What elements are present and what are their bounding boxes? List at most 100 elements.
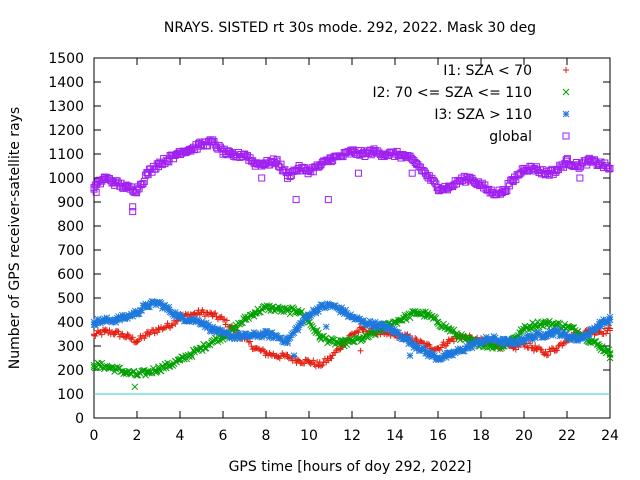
outlier-point xyxy=(131,383,139,391)
data-point xyxy=(337,340,345,347)
data-point xyxy=(438,344,445,351)
x-tick-label: 24 xyxy=(601,428,619,444)
y-tick-label: 0 xyxy=(75,411,84,427)
data-point xyxy=(574,162,582,170)
data-point xyxy=(251,309,259,316)
data-point xyxy=(248,343,255,350)
data-point xyxy=(172,320,179,327)
series-0 xyxy=(91,307,613,370)
data-point xyxy=(305,167,313,175)
data-point xyxy=(262,304,270,311)
data-point xyxy=(101,317,109,325)
data-point xyxy=(509,340,517,347)
data-point xyxy=(592,327,600,334)
data-point xyxy=(477,181,485,189)
data-point xyxy=(477,337,485,345)
data-point xyxy=(396,316,404,324)
y-tick-label: 400 xyxy=(57,315,84,331)
data-point xyxy=(109,364,117,372)
x-tick-label: 8 xyxy=(262,428,271,444)
data-point xyxy=(413,309,420,316)
data-point xyxy=(380,323,388,331)
data-point xyxy=(542,330,549,338)
data-point xyxy=(301,360,308,367)
data-point xyxy=(348,313,356,321)
data-point xyxy=(432,314,440,322)
data-point xyxy=(219,330,227,338)
x-tick-label: 2 xyxy=(133,428,142,444)
data-point xyxy=(176,313,184,321)
data-point xyxy=(552,328,560,335)
y-tick-label: 600 xyxy=(57,267,84,283)
outlier-point xyxy=(406,352,414,359)
data-point xyxy=(112,365,119,373)
data-point xyxy=(520,325,528,333)
data-point xyxy=(90,184,98,192)
data-point xyxy=(359,326,366,333)
data-point xyxy=(401,311,409,319)
data-point xyxy=(163,324,170,331)
y-tick-label: 700 xyxy=(57,243,84,259)
data-point xyxy=(402,152,410,160)
y-tick-label: 900 xyxy=(57,195,84,211)
data-point xyxy=(122,313,130,321)
data-point xyxy=(133,186,141,194)
outlier-point xyxy=(92,188,100,196)
data-point xyxy=(272,353,279,360)
data-point xyxy=(200,340,208,348)
data-point xyxy=(354,328,361,335)
data-point xyxy=(198,345,205,352)
data-point xyxy=(258,347,265,354)
data-point xyxy=(419,308,427,316)
data-point xyxy=(101,363,109,370)
data-point xyxy=(129,334,136,341)
data-point xyxy=(541,351,548,358)
data-point xyxy=(276,355,283,362)
data-point xyxy=(160,325,167,332)
data-point xyxy=(322,334,330,342)
outlier-points xyxy=(92,155,614,391)
data-point xyxy=(563,333,571,340)
data-point xyxy=(445,184,453,192)
data-point xyxy=(98,331,105,338)
outlier-point xyxy=(606,354,614,362)
data-point xyxy=(223,317,230,324)
data-point xyxy=(450,338,457,345)
data-point xyxy=(133,371,141,379)
data-point xyxy=(563,323,571,331)
data-point xyxy=(294,323,302,331)
data-point xyxy=(348,337,356,345)
data-point xyxy=(155,326,162,333)
data-point xyxy=(241,333,248,340)
data-point xyxy=(488,342,496,350)
data-point xyxy=(440,339,447,346)
legend: I1: SZA < 70 I2: 70 <= SZA <= 110 I3: SZA … xyxy=(372,63,570,145)
data-point xyxy=(194,310,201,317)
data-point xyxy=(230,333,238,340)
data-point xyxy=(273,305,281,313)
data-point xyxy=(560,340,567,347)
data-point xyxy=(208,337,216,345)
data-point xyxy=(542,169,549,177)
data-point xyxy=(241,316,248,323)
data-point xyxy=(439,341,446,348)
data-point xyxy=(595,340,602,348)
data-point xyxy=(402,316,410,324)
data-point xyxy=(488,188,496,196)
legend-label: I2: 70 <= SZA <= 110 xyxy=(372,85,532,101)
y-tick-label: 500 xyxy=(57,291,84,307)
data-point xyxy=(466,174,474,182)
data-point xyxy=(165,155,173,163)
data-point xyxy=(604,346,611,353)
data-point xyxy=(606,164,614,172)
y-tick-label: 300 xyxy=(57,339,84,355)
data-point xyxy=(155,299,162,307)
data-point xyxy=(359,150,367,158)
data-point xyxy=(553,345,560,352)
data-point xyxy=(284,337,291,345)
outlier-point xyxy=(292,196,300,204)
data-point xyxy=(112,179,119,187)
data-point xyxy=(151,330,158,337)
data-point xyxy=(112,329,119,336)
